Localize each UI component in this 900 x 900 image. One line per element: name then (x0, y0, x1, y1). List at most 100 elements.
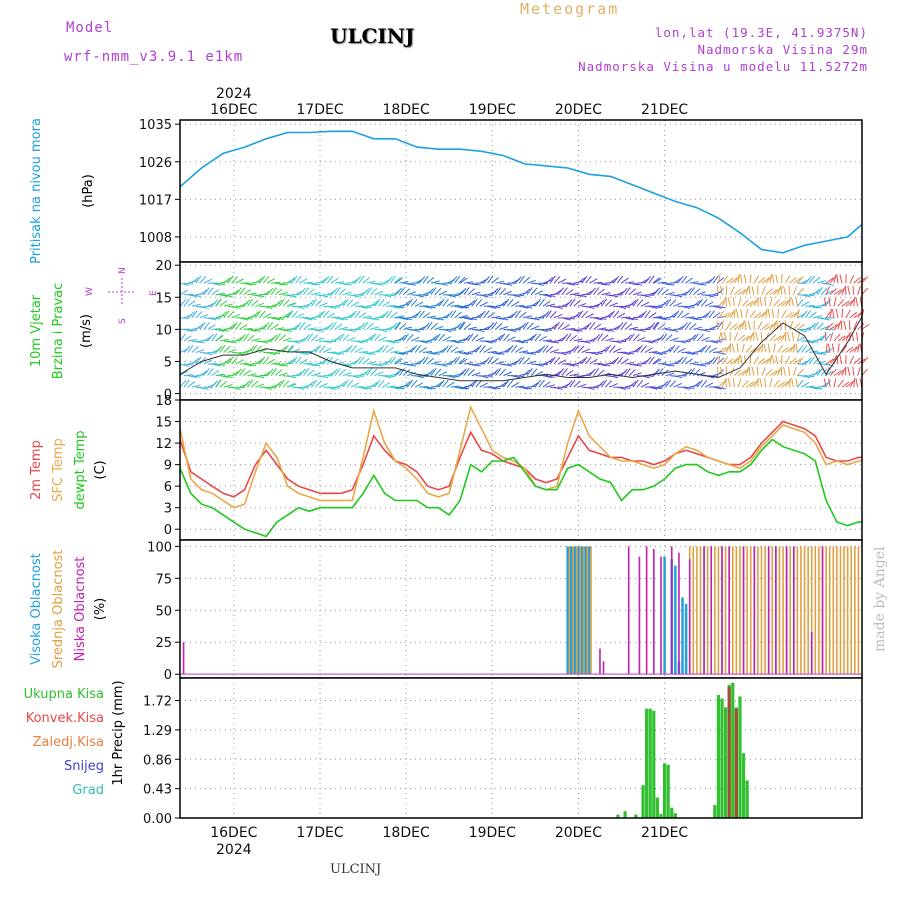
wind-barb (386, 385, 396, 388)
wind-barb (362, 386, 372, 390)
wind-barb (374, 371, 384, 377)
wind-barb (809, 386, 819, 390)
wind-barb (446, 301, 455, 307)
wind-barb (743, 274, 747, 284)
wind-barb (389, 322, 398, 330)
wind-barb (187, 280, 197, 284)
wind-barb (785, 298, 791, 307)
wind-barb (741, 368, 749, 376)
wind-barb (319, 302, 328, 307)
wind-barb (700, 345, 708, 353)
compass-n: N (118, 267, 128, 274)
wind-barb (632, 298, 639, 307)
wind-barb (549, 311, 557, 319)
wind-barb (446, 294, 456, 298)
high_cloud-bar (580, 546, 584, 675)
wind-barb (841, 300, 850, 307)
wind-barb (704, 301, 714, 307)
wind-barb (581, 275, 588, 284)
y-tick-label: 1017 (139, 193, 172, 208)
wind-barb (597, 299, 605, 307)
wind-barb (581, 356, 588, 365)
wind-barb (657, 334, 665, 342)
wind-barb (761, 310, 768, 319)
wind-barb (657, 368, 664, 376)
wind-barb (362, 369, 370, 376)
wind-barb (311, 346, 319, 353)
wind-barb (459, 358, 468, 365)
wind-barb (235, 359, 244, 365)
wind-barb (605, 337, 615, 342)
wind-barb (390, 340, 400, 343)
wind-barb (636, 380, 644, 388)
wind-barb (788, 297, 791, 307)
wind-barb (211, 380, 219, 388)
wind-barb (454, 275, 461, 284)
wind-barb (808, 275, 815, 284)
wind-barb (191, 340, 201, 344)
wind-barb (613, 347, 622, 353)
wind-barb (708, 276, 716, 284)
wind-barb (354, 356, 362, 365)
wind-barb (318, 345, 326, 353)
wind-barb (712, 356, 719, 365)
wind-barb (446, 381, 455, 388)
wind-barb (553, 370, 562, 377)
wind-barb (573, 311, 581, 319)
wind-barb (825, 343, 828, 353)
wind-barb (689, 352, 699, 355)
wind-barb (382, 375, 392, 379)
wind-barb (788, 366, 790, 376)
wind-barb (785, 311, 793, 319)
wind-barb (422, 312, 431, 319)
wind-barb (777, 381, 786, 388)
wind-barb (781, 346, 790, 353)
wind-barb (382, 345, 389, 353)
y-tick-label: 20 (155, 259, 172, 274)
wind-barb (808, 322, 817, 330)
wind-barb (454, 386, 464, 390)
wind-barb (820, 300, 829, 307)
wind-barb (593, 352, 603, 355)
wind-barb (219, 380, 227, 388)
wind-barb (709, 294, 719, 296)
wind-barb (395, 287, 402, 296)
wind-barb (499, 333, 506, 342)
wind-barb (609, 294, 619, 298)
wind-barb (681, 322, 688, 330)
wind-barb (310, 379, 318, 388)
wind-barb (648, 322, 656, 330)
precip_total-bar (724, 707, 728, 818)
precip-legend: Ukupna KisaKonvek.KisaZaledj.KisaSnijegG… (24, 687, 104, 798)
wind-barb (585, 305, 595, 309)
wind-barb (399, 352, 409, 355)
wind-barb (454, 356, 461, 365)
wind-barb (299, 358, 308, 365)
wind-barb (601, 334, 609, 342)
wind-barb (708, 310, 715, 319)
wind-barb (487, 322, 495, 330)
wind-barb (661, 327, 671, 330)
wind-barb (545, 384, 555, 388)
wind-barb (342, 334, 350, 342)
wind-barb (227, 356, 234, 365)
wind-barb (395, 358, 403, 365)
wind-barb (835, 308, 839, 318)
wind-barb (307, 299, 315, 307)
wind-barb (765, 368, 773, 376)
wind-barb (748, 366, 751, 376)
wind-barb (669, 380, 677, 388)
model-altitude-text: Nadmorska Visina u modelu 11.5272m (578, 59, 868, 74)
wind-barb (459, 352, 469, 356)
wind-barb (549, 349, 559, 353)
wind-barb (791, 378, 794, 388)
wind-barb (624, 334, 632, 342)
wind-barb (426, 288, 434, 296)
wind-barb (399, 303, 409, 307)
wind-barb (837, 369, 845, 376)
wind-barb (374, 347, 383, 353)
wind-barb (450, 375, 460, 378)
wind-barb (804, 276, 812, 284)
wind-barb (398, 334, 407, 342)
wind-barb (450, 346, 459, 353)
